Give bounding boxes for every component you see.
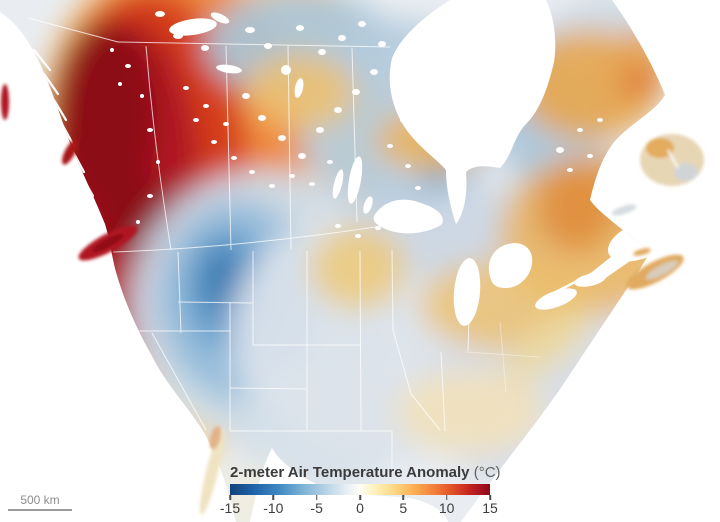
legend-tick [359, 495, 361, 500]
legend-tick-label: -5 [310, 500, 323, 516]
legend-tick-marks [229, 495, 491, 500]
lakes-speckles [110, 11, 603, 238]
legend-tick [229, 495, 231, 500]
atlantic-islands [611, 134, 704, 290]
haida-gwaii-island [1, 84, 78, 165]
legend-tick [402, 495, 405, 500]
legend-title-text: 2-meter Air Temperature Anomaly [230, 464, 470, 481]
legend: 2-meter Air Temperature Anomaly (°C) -15… [220, 464, 501, 516]
legend-title: 2-meter Air Temperature Anomaly (°C) [230, 464, 501, 481]
legend-colorbar [230, 484, 490, 495]
legend-tick-labels: -15 -10 -5 0 5 10 15 [220, 500, 498, 516]
temperature-field [40, 0, 665, 522]
legend-tick [445, 495, 448, 500]
vancouver-island [78, 225, 138, 261]
scale-bar: 500 km [8, 493, 72, 511]
legend-tick-label: -15 [219, 500, 241, 516]
legend-tick [489, 495, 491, 500]
legend-tick-label: 0 [356, 500, 364, 516]
legend-tick-label: -10 [263, 500, 284, 516]
scale-bar-label: 500 km [20, 493, 60, 507]
legend-tick-label: 10 [438, 500, 455, 516]
legend-tick-label: 15 [482, 500, 498, 516]
baja-peninsula [199, 426, 225, 515]
hudson-bay [389, 0, 556, 224]
legend-tick [272, 495, 275, 500]
scale-bar-line [8, 509, 72, 511]
legend-tick [315, 495, 318, 500]
legend-units: (°C) [473, 464, 501, 481]
state-borders [27, 17, 541, 468]
legend-tick-label: 5 [399, 500, 408, 516]
